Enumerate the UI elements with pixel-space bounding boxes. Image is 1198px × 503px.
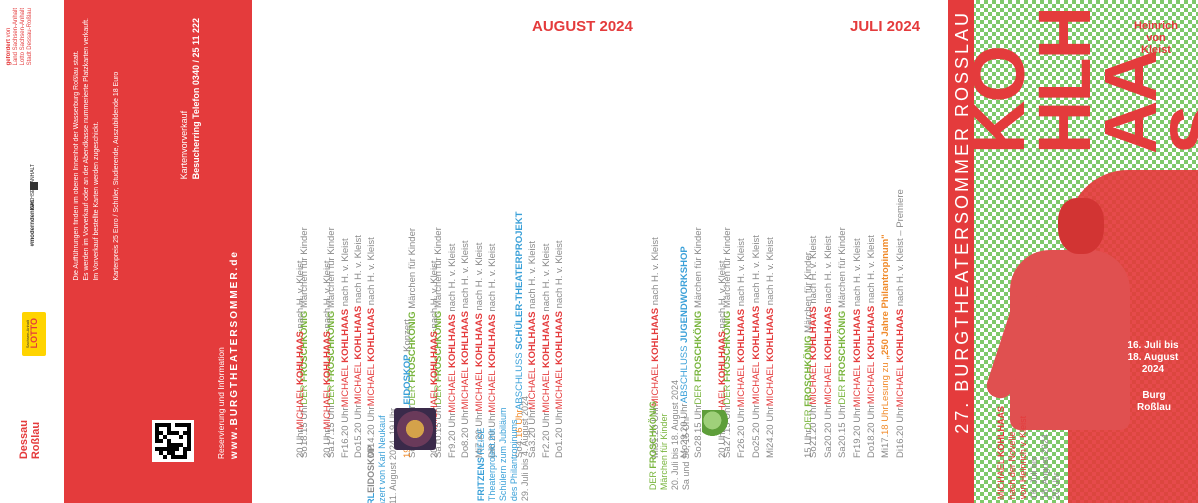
august-heading: AUGUST 2024 [532,18,633,35]
event-time: 20 Uhr [295,429,306,458]
event-subtitle: nach H. v. Kleist [650,237,661,308]
actor-body-illustration [1010,250,1130,430]
event-title-prefix: MICHAEL [295,384,306,430]
festival-dates: 16. Juli bis 18. August 2024 [1127,340,1179,375]
moderndenken-logo: #moderndenken [30,200,36,247]
schedule: AUGUST 2024 JULI 2024 Do1.20 UhrMICHAEL … [252,0,948,503]
box-office: Kartenvorverkauf Besucherring Telefon 03… [179,18,201,180]
event-title: KOHLHAAS [650,307,661,362]
event-subtitle: nach H. v. Kleist [295,260,306,332]
festival-strip: 27. BURGTHEATERSOMMER ROSSLAU [948,0,974,503]
festival-title: 27. BURGTHEATERSOMMER ROSSLAU [952,10,972,434]
froschkoenig-note: DER FROSCHKÖNIG Märchen für Kinder 20. J… [648,380,691,491]
author-credit: Heinrich von Kleist [1133,20,1178,56]
sponsor-strip: gefördert von Land Sachsen-Anhalt Lotto … [0,0,64,503]
july-heading: JULI 2024 [850,18,921,35]
event-title: KOHLHAAS [295,331,306,385]
reservation-info: Reservierung und Information www.BURGTHE… [216,250,240,460]
kohlhaas-poster: KO HLH AA S 27. BURGTHEATERSOMMER ROSSLA… [948,0,1198,503]
fritzens-reise-note: FRITZENS REISE Theaterprojekt mit Schüle… [476,396,530,502]
website-link[interactable]: www.BURGTHEATERSOMMER.de [229,250,240,460]
qr-code [152,420,194,462]
album-cover-image [394,408,436,450]
funding-credits: gefördert von Land Sachsen-Anhalt Lotto … [6,8,33,66]
dessau-rosslau-logo: Dessau Roßlau [18,420,42,460]
actor-head-illustration [1058,198,1104,254]
lotto-logo: LOTTO Sachsen-Anhalt [22,312,46,356]
schedule-row: 20 UhrMICHAEL KOHLHAAS nach H. v. Kleist [286,38,339,458]
kohlhaas-event-info: MICHAEL KOHLHAAS nach der Novelle von He… [996,406,1061,500]
frog-plant-image [702,410,728,436]
festival-venue: Burg Roßlau [1137,390,1171,413]
coat-of-arms-icon [30,182,38,190]
ticket-info-panel: Die Aufführungen finden im oberen Innenh… [64,0,252,503]
venue-notes: Die Aufführungen finden im oberen Innenh… [73,18,120,281]
